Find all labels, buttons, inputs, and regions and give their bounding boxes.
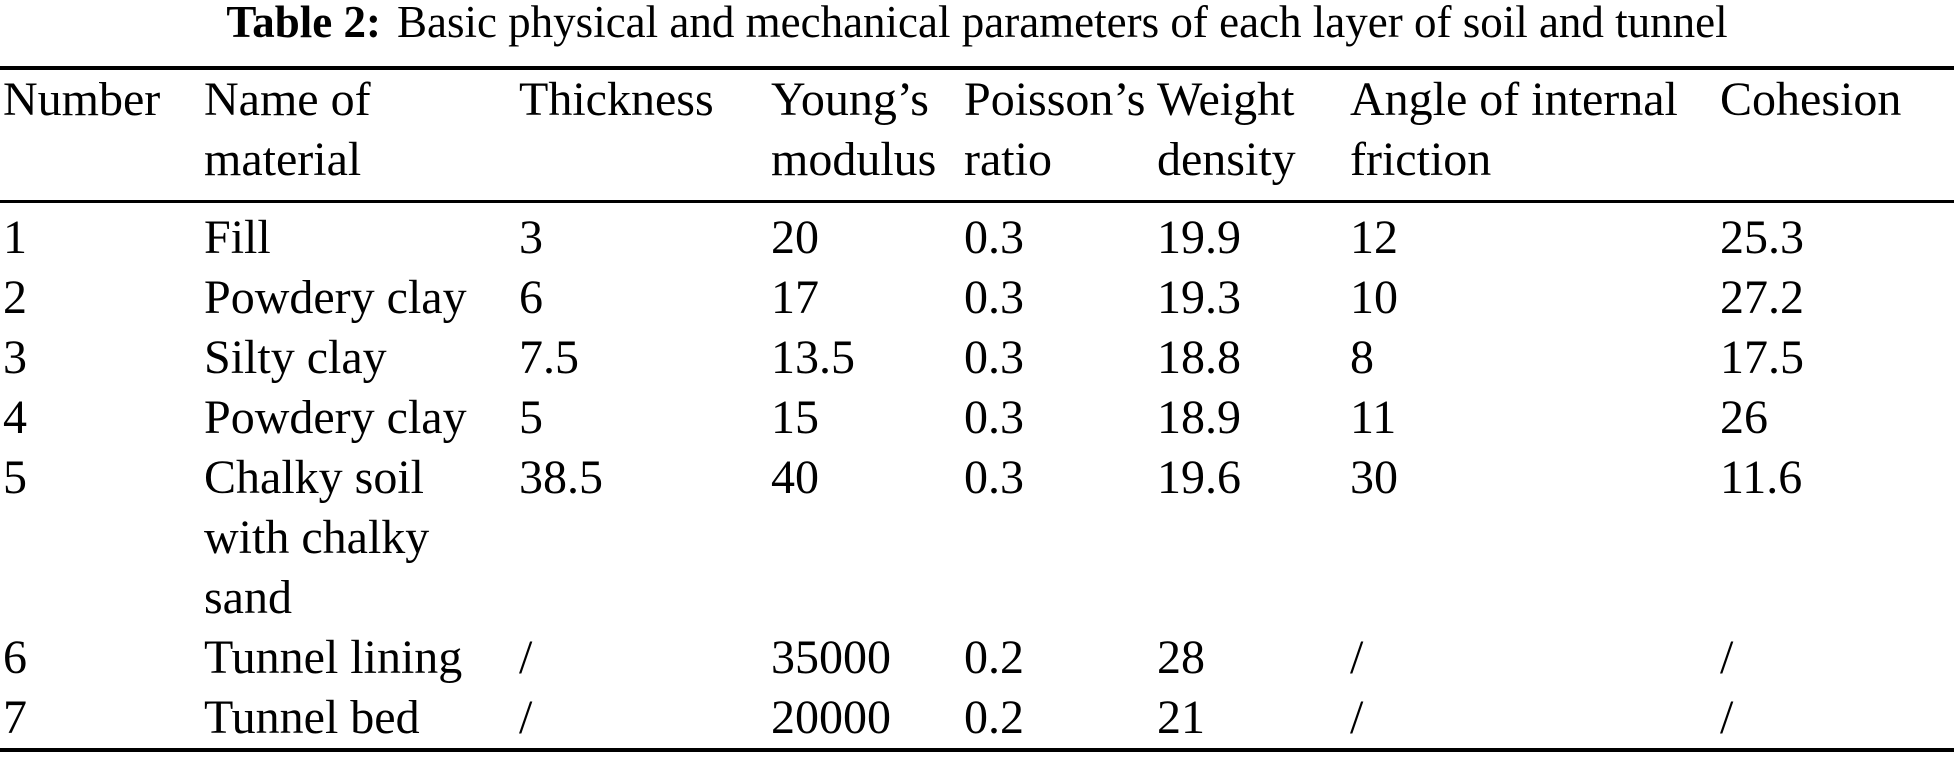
cell-angle: 8 xyxy=(1350,331,1374,384)
table-body: 1 Fill 3 20 0.3 19.9 12 25.3 2 Powdery clay 6 17 0.3… xyxy=(0,202,1954,751)
cell-youngs: 35000 xyxy=(771,631,891,684)
cell-name: Chalky soil with chalky sand xyxy=(204,451,430,624)
cell-poissons: 0.2 xyxy=(964,631,1024,684)
cell-cohesion: / xyxy=(1720,691,1734,744)
table-caption: Table 2: Basic physical and mechanical pa… xyxy=(0,0,1954,47)
cell-number: 4 xyxy=(3,391,27,444)
cell-cohesion: / xyxy=(1720,631,1734,684)
cell-weight: 18.9 xyxy=(1157,391,1241,444)
cell-angle: 12 xyxy=(1350,211,1398,264)
cell-youngs: 20 xyxy=(771,211,819,264)
cell-youngs: 15 xyxy=(771,391,819,444)
cell-angle: 10 xyxy=(1350,271,1398,324)
table-row: 5 Chalky soil with chalky sand 38.5 40 0.3 19… xyxy=(0,448,1954,628)
cell-angle: 30 xyxy=(1350,451,1398,504)
cell-cohesion: 26 xyxy=(1720,391,1768,444)
parameters-table: Number Name of material Thickness Young’s m… xyxy=(0,66,1954,752)
cell-number: 2 xyxy=(3,271,27,324)
table-row: 4 Powdery clay 5 15 0.3 18.9 11 26 xyxy=(0,388,1954,448)
cell-thickness: / xyxy=(519,691,533,744)
cell-weight: 19.6 xyxy=(1157,451,1241,504)
column-header-cohesion: Cohesion xyxy=(1720,68,1954,203)
cell-youngs: 20000 xyxy=(771,691,891,744)
cell-weight: 21 xyxy=(1157,691,1205,744)
cell-weight: 28 xyxy=(1157,631,1205,684)
cell-thickness: 7.5 xyxy=(519,331,579,384)
cell-thickness: 6 xyxy=(519,271,543,324)
cell-weight: 18.8 xyxy=(1157,331,1241,384)
table-row: 6 Tunnel lining / 35000 0.2 28 / / xyxy=(0,628,1954,688)
cell-thickness: / xyxy=(519,631,533,684)
cell-name: Powdery clay xyxy=(204,271,467,324)
cell-name: Fill xyxy=(204,211,271,264)
cell-cohesion: 25.3 xyxy=(1720,211,1804,264)
column-header-angle: Angle of internal friction xyxy=(1350,68,1720,203)
cell-poissons: 0.3 xyxy=(964,451,1024,504)
table-row: 7 Tunnel bed / 20000 0.2 21 / / xyxy=(0,688,1954,750)
cell-poissons: 0.2 xyxy=(964,691,1024,744)
table-row: 2 Powdery clay 6 17 0.3 19.3 10 27.2 xyxy=(0,268,1954,328)
cell-number: 3 xyxy=(3,331,27,384)
column-header-number: Number xyxy=(0,68,204,203)
cell-youngs: 13.5 xyxy=(771,331,855,384)
cell-angle: / xyxy=(1350,691,1364,744)
cell-name: Tunnel lining xyxy=(204,631,463,684)
cell-name: Powdery clay xyxy=(204,391,467,444)
cell-poissons: 0.3 xyxy=(964,271,1024,324)
table-row: 1 Fill 3 20 0.3 19.9 12 25.3 xyxy=(0,202,1954,269)
table-caption-text: Basic physical and mechanical parameters… xyxy=(396,0,1728,47)
cell-angle: / xyxy=(1350,631,1364,684)
table-header: Number Name of material Thickness Young’s m… xyxy=(0,68,1954,203)
cell-weight: 19.3 xyxy=(1157,271,1241,324)
cell-number: 1 xyxy=(3,211,27,264)
cell-cohesion: 11.6 xyxy=(1720,451,1803,504)
cell-angle: 11 xyxy=(1350,391,1397,444)
cell-poissons: 0.3 xyxy=(964,331,1024,384)
cell-youngs: 17 xyxy=(771,271,819,324)
column-header-thickness: Thickness xyxy=(519,68,771,203)
table-caption-label: Table 2: xyxy=(226,0,381,47)
cell-thickness: 3 xyxy=(519,211,543,264)
column-header-name: Name of material xyxy=(204,68,519,203)
cell-number: 7 xyxy=(3,691,27,744)
column-header-poissons: Poisson’s ratio xyxy=(964,68,1157,203)
table-row: 3 Silty clay 7.5 13.5 0.3 18.8 8 17.5 xyxy=(0,328,1954,388)
cell-cohesion: 17.5 xyxy=(1720,331,1804,384)
column-header-youngs: Young’s modulus xyxy=(771,68,964,203)
cell-name: Tunnel bed xyxy=(204,691,420,744)
cell-thickness: 5 xyxy=(519,391,543,444)
column-header-weight: Weight density xyxy=(1157,68,1350,203)
cell-number: 6 xyxy=(3,631,27,684)
cell-poissons: 0.3 xyxy=(964,391,1024,444)
cell-cohesion: 27.2 xyxy=(1720,271,1804,324)
cell-thickness: 38.5 xyxy=(519,451,603,504)
cell-number: 5 xyxy=(3,451,27,504)
cell-poissons: 0.3 xyxy=(964,211,1024,264)
table-header-row: Number Name of material Thickness Young’s m… xyxy=(0,68,1954,203)
cell-name: Silty clay xyxy=(204,331,387,384)
cell-youngs: 40 xyxy=(771,451,819,504)
cell-weight: 19.9 xyxy=(1157,211,1241,264)
